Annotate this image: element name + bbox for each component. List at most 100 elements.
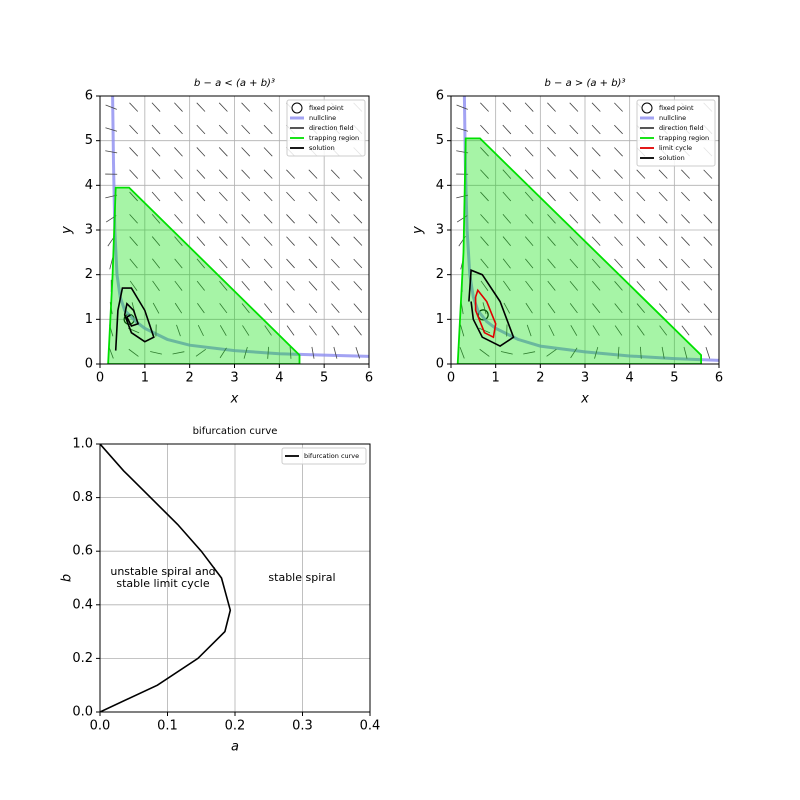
field-arrow [218,191,228,202]
field-arrow [353,325,362,336]
trapping-region [456,137,702,364]
field-arrow [218,236,228,246]
field-arrow [128,348,139,357]
field-arrow [129,214,138,224]
field-arrow [480,124,489,135]
field-arrow [591,102,601,112]
field-arrow [151,147,161,157]
y-tick-label: 0.0 [72,705,93,720]
field-arrow [614,281,623,291]
field-arrow [105,104,117,110]
field-arrow [524,191,534,202]
y-tick-label: 6 [436,89,444,104]
field-arrow [480,169,489,179]
field-arrow [308,258,318,269]
legend-label: nullcline [309,114,336,122]
x-tick-label: 2 [536,371,544,386]
field-arrow [197,303,205,314]
field-arrow [264,325,272,336]
field-arrow [196,236,206,246]
field-arrow [480,102,489,112]
field-arrow [263,214,273,224]
x-tick-label: 0 [96,371,104,386]
field-arrow [614,325,623,336]
legend-box [281,447,367,465]
field-arrow [547,191,556,202]
field-arrow [195,349,206,357]
field-arrow [456,104,468,110]
chart-title: bifurcation curve [193,426,278,437]
field-arrow [174,214,183,224]
field-arrow [151,191,161,202]
field-arrow [547,258,556,269]
field-arrow [152,302,160,314]
field-arrow [502,236,511,247]
x-tick-label: 0.4 [360,719,381,734]
field-arrow [196,169,206,179]
field-arrow [263,191,273,202]
field-arrow [129,102,139,112]
field-arrow [241,258,250,269]
field-arrow [218,102,228,112]
legend-label: limit cycle [659,144,692,152]
y-tick-label: 0.8 [72,490,93,505]
field-arrow [636,236,646,246]
field-arrow [614,191,623,202]
y-tick-label: 2 [85,267,93,282]
legend: bifurcation curve [281,447,367,465]
field-arrow [174,169,183,179]
field-arrow [524,214,534,224]
field-arrow [681,303,690,313]
field-arrow [703,325,712,336]
field-arrow [286,191,295,202]
field-arrow [308,191,318,202]
field-arrow [129,280,138,291]
field-arrow [308,303,318,313]
x-tick-label: 1 [141,371,149,386]
x-tick-label: 4 [275,371,283,386]
field-arrow [263,258,273,269]
nullcline [111,96,369,358]
field-arrow [353,191,363,202]
field-arrow [614,303,623,314]
field-arrow [658,236,668,246]
field-arrow [659,325,668,336]
y-tick-label: 1 [436,312,444,327]
field-arrow [525,258,534,269]
field-arrow [658,303,668,313]
field-arrow [241,169,251,179]
field-arrow [524,102,534,112]
curve [100,444,232,712]
field-arrow [569,169,579,179]
x-tick-label: 3 [581,371,589,386]
legend: fixed point nullcline direction field trapp… [636,99,716,167]
field-arrow [196,102,206,112]
field-arrow [570,347,578,359]
field-arrow [681,169,690,179]
field-arrow [569,280,578,291]
field-arrow [681,236,690,246]
field-arrow [636,258,646,269]
field-arrow [547,280,556,291]
field-arrow [219,347,227,359]
legend-label: solution [309,144,335,152]
field-arrow [681,258,690,269]
field-arrow [263,169,273,179]
field-arrow [614,147,623,157]
field-arrow [681,214,690,224]
field-arrow [480,147,489,157]
field-arrow [502,258,511,269]
field-arrow [129,124,139,135]
field-arrow [569,124,579,135]
chart-panel: 0.0 0.1 0.2 0.3 0.4 0.0 0.2 0.4 0.6 0.8 1.0 bifurca… [60,426,381,755]
field-arrow [640,346,642,359]
field-arrow [525,302,533,314]
field-arrow [460,324,465,337]
field-arrow [330,236,340,246]
y-axis-label: b [60,574,75,582]
field-arrow [459,347,465,359]
field-arrow [219,325,227,336]
field-arrow [546,349,557,357]
legend-label: fixed point [659,104,694,112]
